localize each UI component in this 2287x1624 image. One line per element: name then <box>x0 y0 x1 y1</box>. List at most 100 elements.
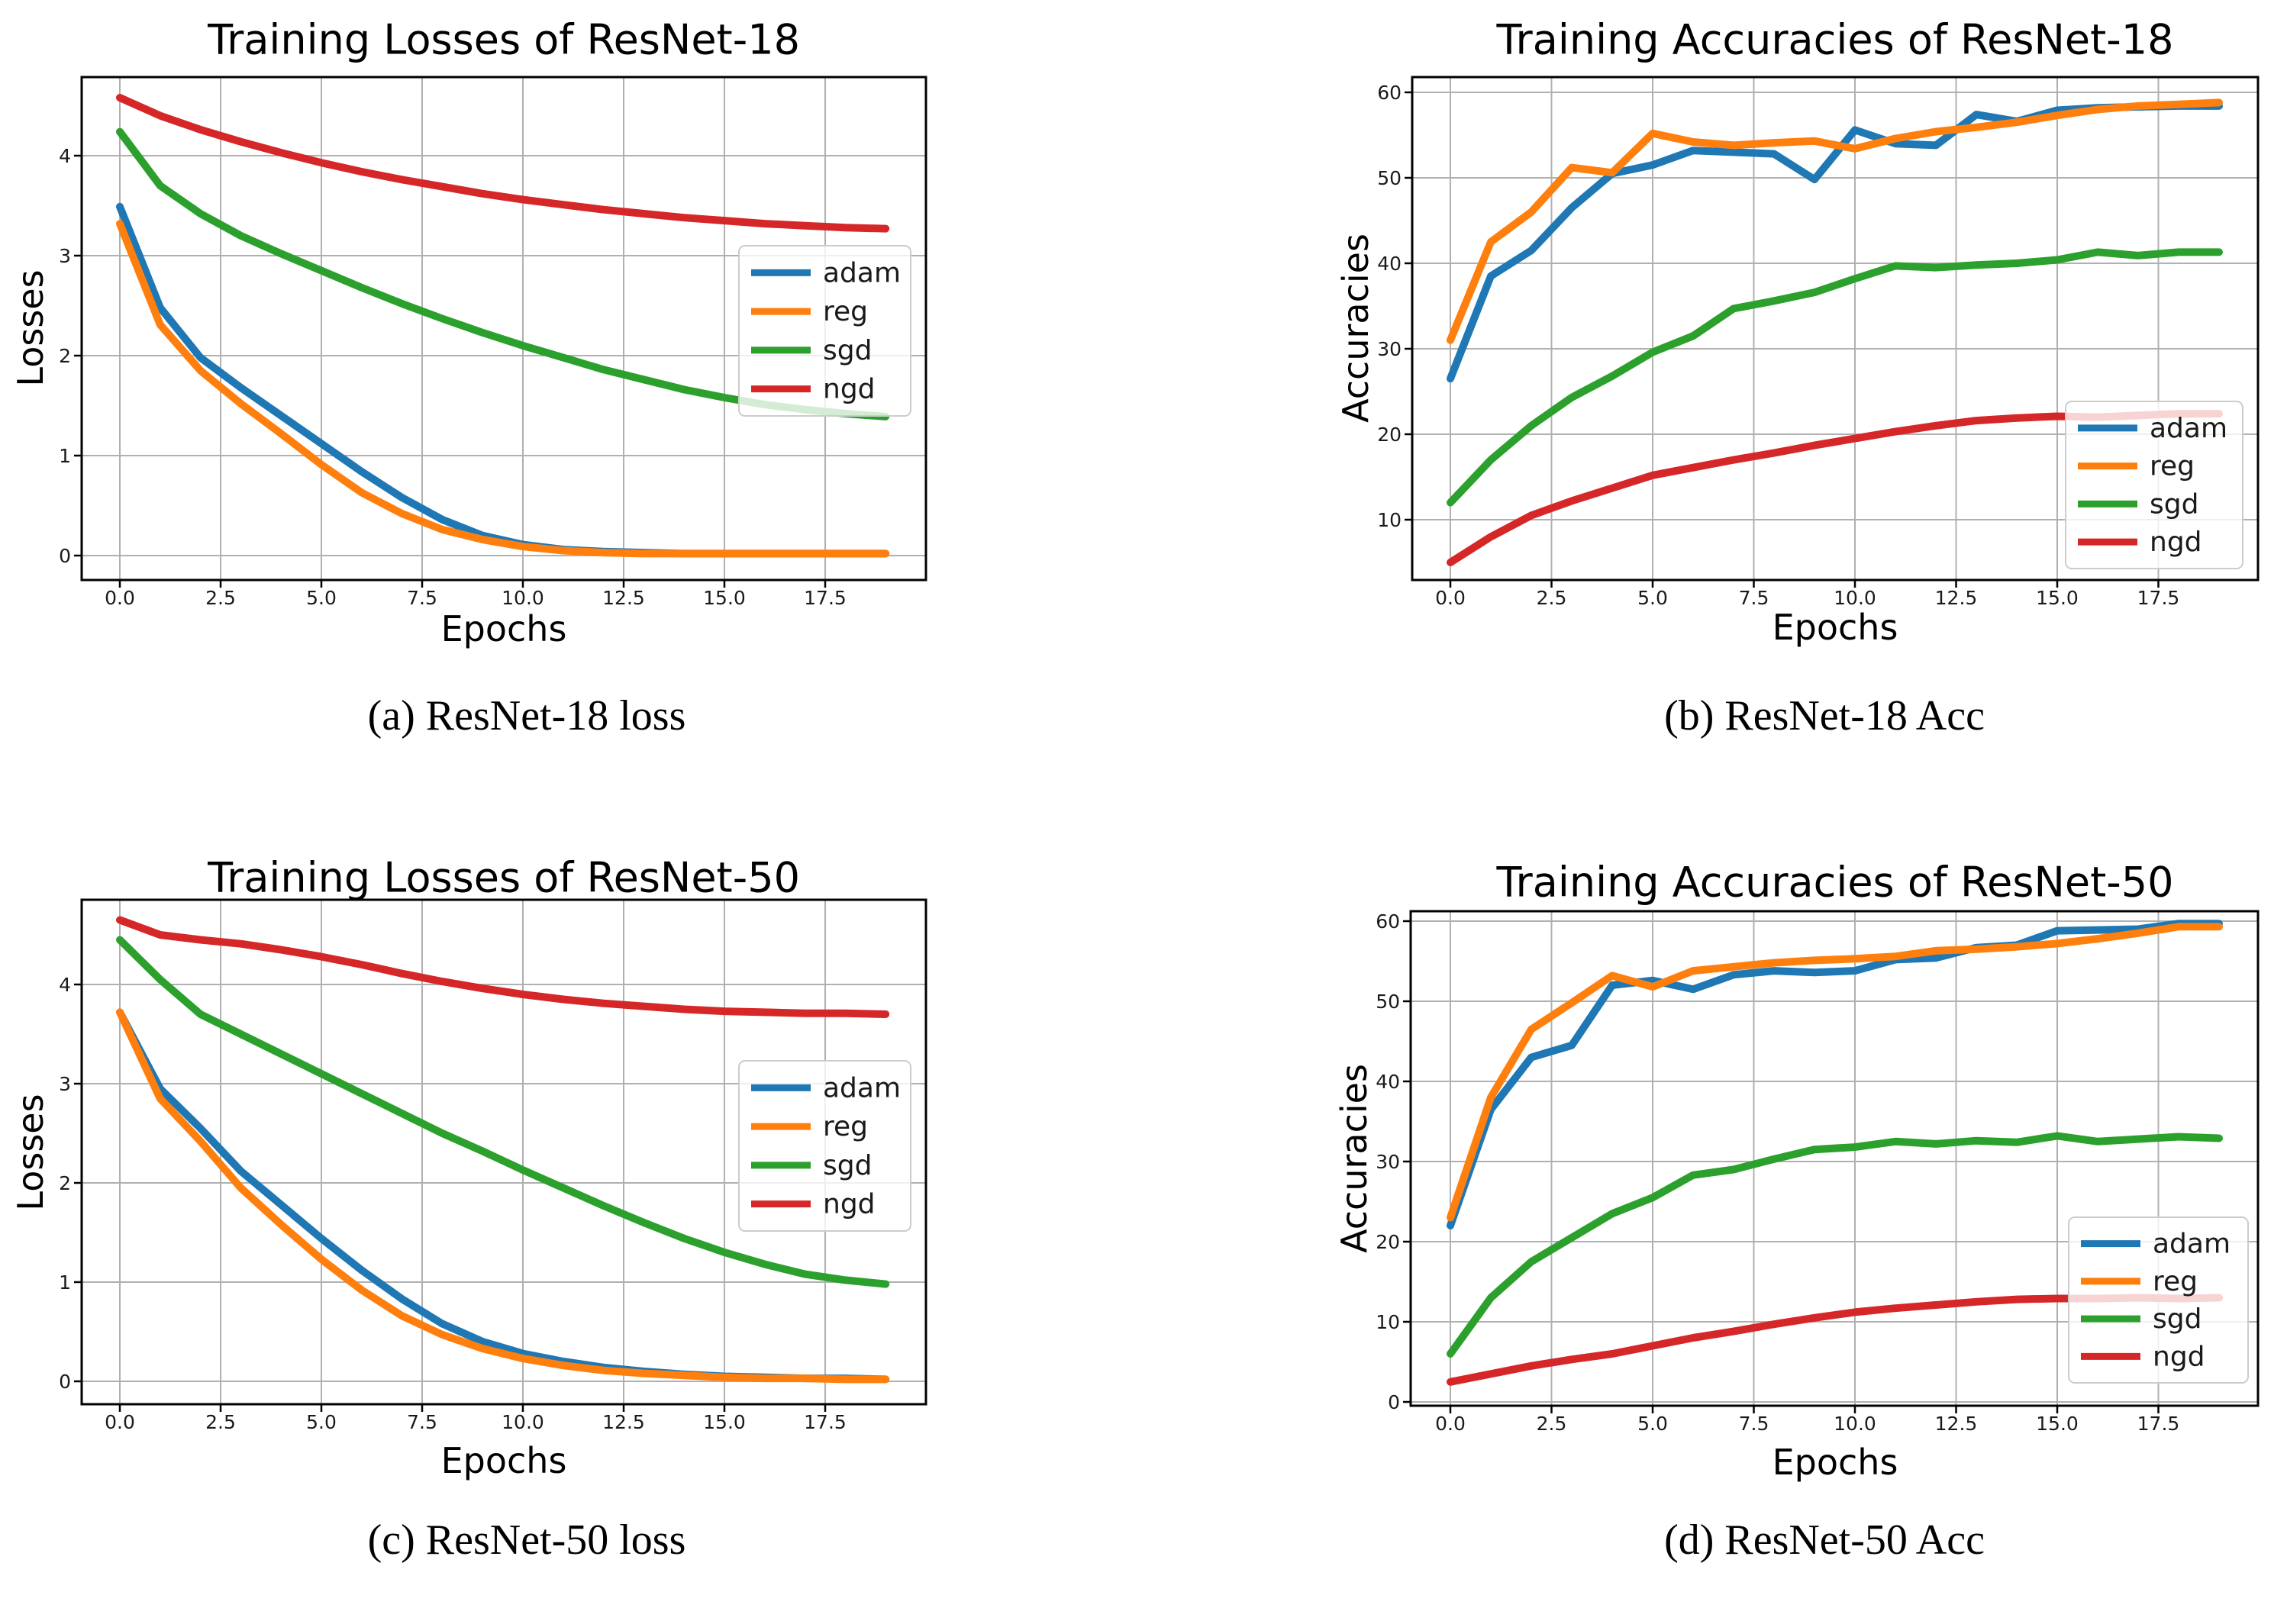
y-tick-label: 3 <box>59 245 71 267</box>
x-tick-label: 5.0 <box>1637 587 1668 609</box>
chart-b-caption: (b) ResNet-18 Acc <box>1664 692 1985 740</box>
y-tick-label: 10 <box>1376 1311 1400 1333</box>
y-tick-label: 40 <box>1377 253 1402 275</box>
chart-d-xlabel: Epochs <box>1772 1442 1898 1483</box>
legend-label-sgd: sgd <box>2150 488 2198 520</box>
legend-label-sgd: sgd <box>2153 1303 2202 1335</box>
x-tick-label: 10.0 <box>502 1411 544 1433</box>
chart-a-title: Training Losses of ResNet-18 <box>208 15 800 64</box>
series-reg <box>116 1008 890 1384</box>
legend-box <box>738 245 911 417</box>
legend-label-reg: reg <box>823 296 868 327</box>
x-tick-label: 12.5 <box>602 1411 645 1433</box>
chart-resnet50-acc: 0.0 2.5 5.0 7.5 10.0 12.5 15.0 17.5 0 10 20 30 40 50 6… <box>1376 910 2260 1435</box>
legend-label-adam: adam <box>823 1072 901 1104</box>
legend: adam reg sgd ngd <box>2065 401 2243 569</box>
series-sgd <box>1447 1132 2223 1358</box>
y-tick-label: 4 <box>59 974 71 996</box>
chart-c-ylabel: Losses <box>10 1094 51 1211</box>
chart-resnet18-loss: 0.0 2.5 5.0 7.5 10.0 12.5 15.0 17.5 0 1 2 3 4 adam reg… <box>59 76 927 609</box>
y-tick-label: 30 <box>1376 1151 1400 1173</box>
legend-label-sgd: sgd <box>823 335 872 366</box>
x-tick-label: 12.5 <box>1935 1413 1978 1435</box>
chart-d-ylabel: Accuracies <box>1334 1064 1375 1253</box>
x-tick-label: 7.5 <box>1739 587 1769 609</box>
x-tick-label: 17.5 <box>804 587 847 609</box>
chart-a-ylabel: Losses <box>10 269 51 387</box>
series-reg <box>1447 923 2223 1222</box>
legend-label-reg: reg <box>823 1111 868 1142</box>
y-tick-label: 10 <box>1377 509 1402 531</box>
axes-frame <box>80 898 927 1406</box>
y-tick-label: 20 <box>1377 424 1402 446</box>
chart-c-caption: (c) ResNet-50 loss <box>367 1516 686 1564</box>
series-sgd <box>116 936 890 1288</box>
chart-c-title: Training Losses of ResNet-50 <box>208 853 800 902</box>
y-tick-label: 2 <box>59 345 71 367</box>
axes-frame <box>1411 76 2260 582</box>
x-tick-label: 0.0 <box>105 587 135 609</box>
y-tick-label: 50 <box>1376 991 1400 1013</box>
series-sgd <box>1447 248 2223 507</box>
legend-label-adam: adam <box>2153 1229 2231 1260</box>
series-ngd <box>116 94 890 233</box>
chart-d-caption: (d) ResNet-50 Acc <box>1664 1516 1985 1564</box>
chart-resnet18-acc: 0.0 2.5 5.0 7.5 10.0 12.5 15.0 17.5 10 20 30 40 50 60… <box>1377 76 2260 609</box>
legend-label-ngd: ngd <box>2150 527 2202 558</box>
legend: adam reg sgd ngd <box>738 1060 911 1232</box>
y-tick-label: 0 <box>59 545 71 567</box>
legend-label-ngd: ngd <box>2153 1341 2205 1372</box>
y-tick-label: 3 <box>59 1073 71 1095</box>
x-tick-label: 10.0 <box>1834 587 1876 609</box>
y-tick-label: 0 <box>59 1371 71 1393</box>
legend: adam reg sgd ngd <box>2068 1216 2249 1384</box>
chart-a-xlabel: Epochs <box>440 608 567 649</box>
y-tick-label: 60 <box>1376 910 1400 933</box>
legend-label-adam: adam <box>2150 413 2227 444</box>
x-tick-label: 0.0 <box>105 1411 135 1433</box>
series-reg <box>116 220 890 558</box>
chart-b-title: Training Accuracies of ResNet-18 <box>1496 15 2174 64</box>
x-tick-label: 10.0 <box>502 587 544 609</box>
chart-c-xlabel: Epochs <box>440 1440 567 1481</box>
y-tick-label: 1 <box>59 1271 71 1294</box>
legend-label-reg: reg <box>2153 1266 2198 1297</box>
x-tick-label: 15.0 <box>703 1411 746 1433</box>
x-tick-label: 2.5 <box>1537 1413 1567 1435</box>
x-tick-label: 0.0 <box>1435 587 1466 609</box>
x-tick-label: 12.5 <box>602 587 645 609</box>
chart-d-title: Training Accuracies of ResNet-50 <box>1496 858 2174 907</box>
chart-b-xlabel: Epochs <box>1772 607 1898 648</box>
x-tick-label: 2.5 <box>205 1411 236 1433</box>
x-tick-label: 5.0 <box>1637 1413 1668 1435</box>
x-tick-label: 0.0 <box>1435 1413 1466 1435</box>
x-tick-label: 12.5 <box>1935 587 1978 609</box>
x-tick-label: 17.5 <box>804 1411 847 1433</box>
y-tick-label: 20 <box>1376 1231 1400 1253</box>
y-tick-label: 0 <box>1388 1391 1400 1413</box>
y-tick-label: 50 <box>1377 167 1402 189</box>
y-tick-label: 60 <box>1377 82 1402 104</box>
chart-a-caption: (a) ResNet-18 loss <box>367 692 686 740</box>
x-tick-label: 15.0 <box>2036 1413 2079 1435</box>
x-tick-label: 15.0 <box>703 587 746 609</box>
x-tick-label: 17.5 <box>2137 587 2180 609</box>
x-tick-label: 7.5 <box>407 1411 437 1433</box>
series-reg <box>1447 98 2223 344</box>
x-tick-label: 5.0 <box>306 1411 337 1433</box>
chart-b-ylabel: Accuracies <box>1335 234 1376 423</box>
y-tick-label: 1 <box>59 445 71 467</box>
axes-frame <box>80 76 927 582</box>
legend-label-reg: reg <box>2150 451 2195 482</box>
legend-label-sgd: sgd <box>823 1150 872 1181</box>
legend-box <box>2065 401 2243 569</box>
legend-box <box>2068 1216 2249 1384</box>
chart-resnet50-loss: 0.0 2.5 5.0 7.5 10.0 12.5 15.0 17.5 0 1 2 3 4 adam reg… <box>59 898 927 1433</box>
legend-label-adam: adam <box>823 257 901 288</box>
x-tick-label: 7.5 <box>407 587 437 609</box>
y-tick-label: 30 <box>1377 338 1402 360</box>
axes-frame <box>1409 910 2260 1407</box>
legend-label-ngd: ngd <box>823 374 876 405</box>
x-tick-label: 10.0 <box>1834 1413 1876 1435</box>
